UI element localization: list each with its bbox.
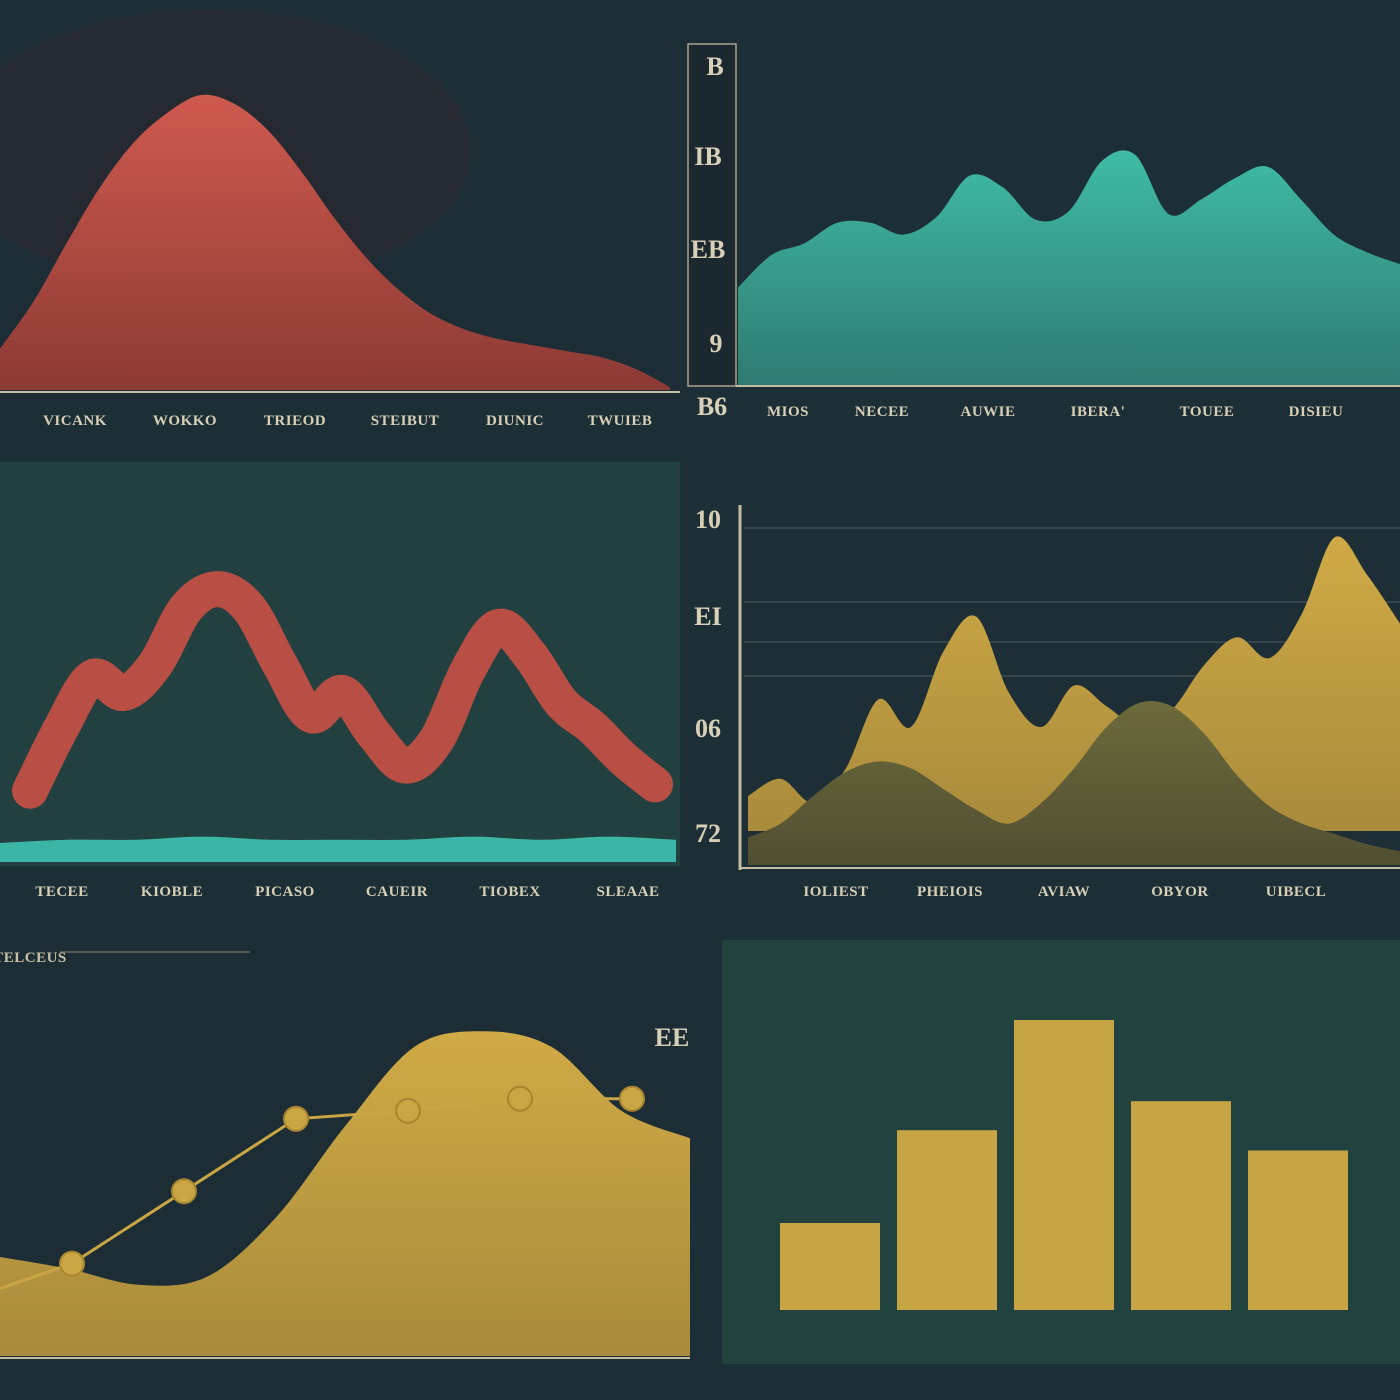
bar	[897, 1130, 997, 1310]
x-tick-label: AVIAW	[1038, 884, 1090, 900]
bar-series	[780, 1020, 1348, 1310]
x-ticks-middle-left: TECEE KIOBLE PICASO CAUEIR TIOBEX SLEAAE	[35, 884, 659, 900]
area-series-red	[0, 94, 670, 391]
x-tick-label: SLEAAE	[596, 884, 659, 900]
x-tick-label: CAUEIR	[366, 884, 428, 900]
corner-label: EE	[655, 1023, 690, 1052]
x-tick-label: TOUEE	[1180, 404, 1235, 420]
y-tick-label: 10	[695, 505, 721, 534]
x-ticks-middle-right: IOLIEST PHEIOIS AVIAW OBYOR UIBECL	[803, 884, 1327, 900]
x-tick-label: AUWIE	[960, 404, 1015, 420]
x-tick-label: MIOS	[767, 404, 809, 420]
x-tick-label: TIOBEX	[479, 884, 540, 900]
y-tick-label: EI	[694, 602, 721, 631]
y-tick-label: B6	[697, 392, 727, 421]
y-ticks-top-right: B IB EB 9 B6	[691, 52, 728, 421]
x-tick-label: TWUIEB	[588, 413, 653, 429]
x-tick-label: IOLIEST	[803, 884, 868, 900]
x-tick-label: TECEE	[35, 884, 88, 900]
bar	[1131, 1101, 1231, 1310]
bar	[780, 1223, 880, 1310]
x-tick-label: PICASO	[255, 884, 315, 900]
line-marker	[283, 1105, 309, 1132]
y-tick-label: 9	[710, 329, 723, 358]
legend-label: TELCEUS	[0, 950, 67, 966]
line-marker	[619, 1085, 645, 1112]
x-tick-label: VICANK	[43, 413, 107, 429]
x-tick-label: PHEIOIS	[917, 884, 983, 900]
area-series-olive	[748, 701, 1400, 865]
line-marker	[395, 1097, 421, 1124]
area-series-gold-bottom	[0, 1031, 690, 1356]
x-tick-label: TRIEOD	[264, 413, 326, 429]
line-marker	[59, 1250, 85, 1277]
area-series-teal	[738, 150, 1400, 385]
y-tick-label: EB	[691, 235, 726, 264]
x-tick-label: DIUNIC	[486, 413, 544, 429]
x-ticks-top-left: VICANK WOKKO TRIEOD STEIBUT DIUNIC TWUIE…	[43, 413, 652, 429]
y-tick-label: IB	[694, 142, 721, 171]
panel-middle-left-bg	[0, 462, 680, 866]
area-series-gold	[748, 536, 1400, 831]
bar	[1248, 1150, 1348, 1310]
y-tick-label: 06	[695, 714, 721, 743]
x-tick-label: OBYOR	[1151, 884, 1209, 900]
line-marker	[171, 1178, 197, 1205]
x-tick-label: NECEE	[855, 404, 909, 420]
x-tick-label: UIBECL	[1266, 884, 1327, 900]
area-series-teal-band	[0, 836, 676, 862]
line-series-red	[12, 571, 673, 809]
x-tick-label: KIOBLE	[141, 884, 203, 900]
y-tick-label: 72	[695, 819, 721, 848]
x-tick-label: DISIEU	[1289, 404, 1344, 420]
bar	[1014, 1020, 1114, 1310]
axis-top-right-y-bar	[687, 43, 737, 387]
y-ticks-middle-right: 10 EI 06 72	[694, 505, 721, 848]
x-tick-label: STEIBUT	[371, 413, 440, 429]
line-marker	[507, 1085, 533, 1112]
y-tick-label: B	[706, 52, 723, 81]
x-tick-label: IBERA'	[1071, 404, 1126, 420]
x-tick-label: WOKKO	[153, 413, 217, 429]
line-markers	[59, 1085, 645, 1277]
x-ticks-top-right: MIOS NECEE AUWIE IBERA' TOUEE DISIEU	[767, 404, 1343, 420]
